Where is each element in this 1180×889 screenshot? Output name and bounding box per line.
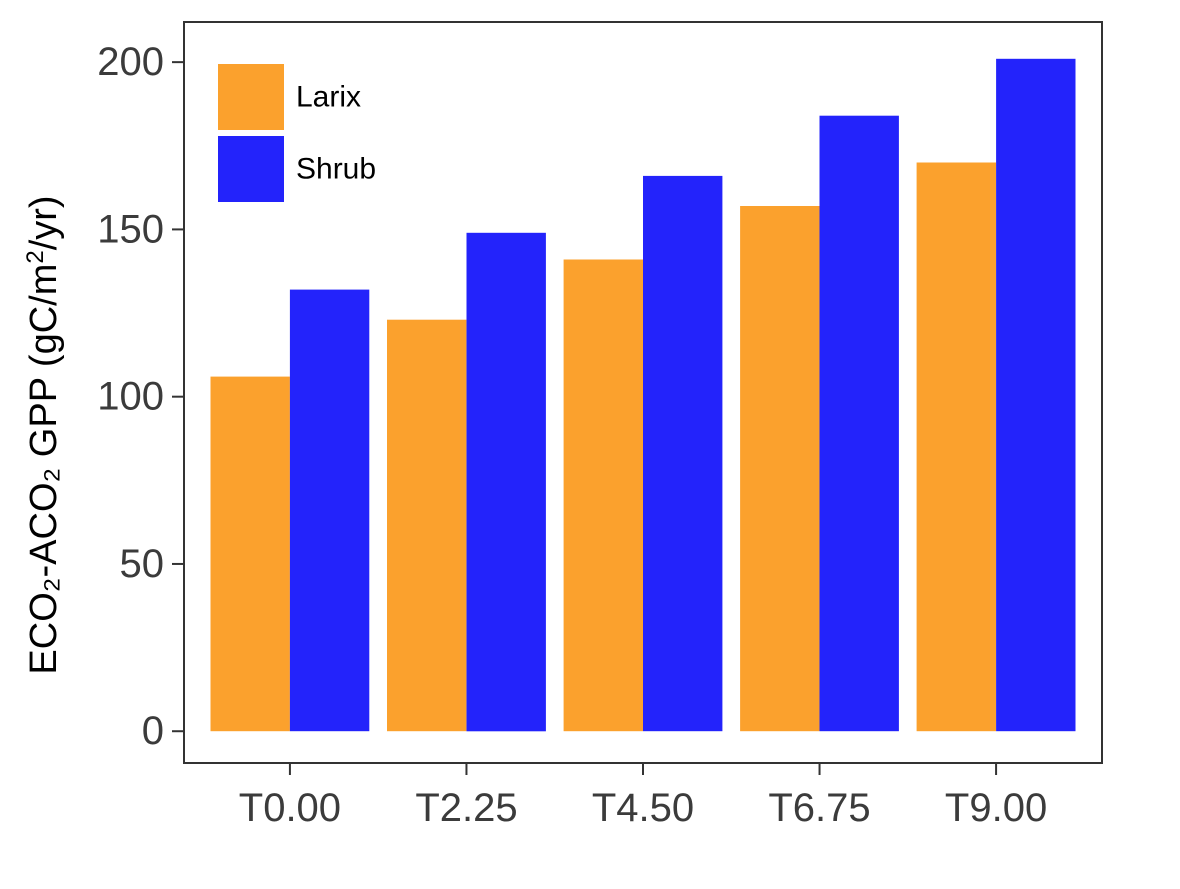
y-axis-title-superscript: 2 [22, 250, 49, 263]
bar-larix-t9-00 [916, 162, 996, 732]
x-tick-label: T2.25 [415, 786, 517, 830]
bar-larix-t0-00 [210, 376, 290, 732]
legend: Larix Shrub [218, 64, 376, 202]
y-tick-label: 150 [97, 207, 164, 251]
bar-larix-t6-75 [740, 206, 820, 732]
x-tick-label: T9.00 [945, 786, 1047, 830]
y-tick-label: 200 [97, 40, 164, 84]
x-tick-label: T4.50 [592, 786, 694, 830]
bar-shrub-t0-00 [289, 289, 370, 732]
y-axis-title-main: ECO₂-ACO₂ GPP (gC/m [23, 264, 65, 675]
x-tick-label: T6.75 [768, 786, 870, 830]
y-tick-label: 50 [120, 542, 165, 586]
legend-key-shrub [218, 136, 284, 202]
bar-larix-t4-50 [563, 259, 643, 732]
legend-label-shrub: Shrub [296, 153, 376, 186]
y-axis-title-tail: /yr) [23, 195, 65, 250]
bar-shrub-t4-50 [643, 175, 723, 732]
y-tick-label: 100 [97, 375, 164, 419]
bar-shrub-t2-25 [466, 232, 546, 732]
bar-shrub-t6-75 [819, 115, 899, 732]
bar-shrub-t9-00 [996, 58, 1076, 732]
legend-label-larix: Larix [296, 81, 361, 114]
y-tick-label: 0 [142, 709, 164, 753]
y-axis-title: ECO₂-ACO₂ GPP (gC/m2/yr) [22, 195, 66, 674]
x-axis: T0.00 T2.25 T4.50 T6.75 T9.00 [239, 763, 1047, 830]
bars-layer [210, 58, 1076, 732]
bar-larix-t2-25 [387, 319, 467, 732]
y-axis: 0 50 100 150 200 [97, 40, 184, 753]
x-tick-label: T0.00 [239, 786, 341, 830]
legend-key-larix [218, 64, 284, 130]
